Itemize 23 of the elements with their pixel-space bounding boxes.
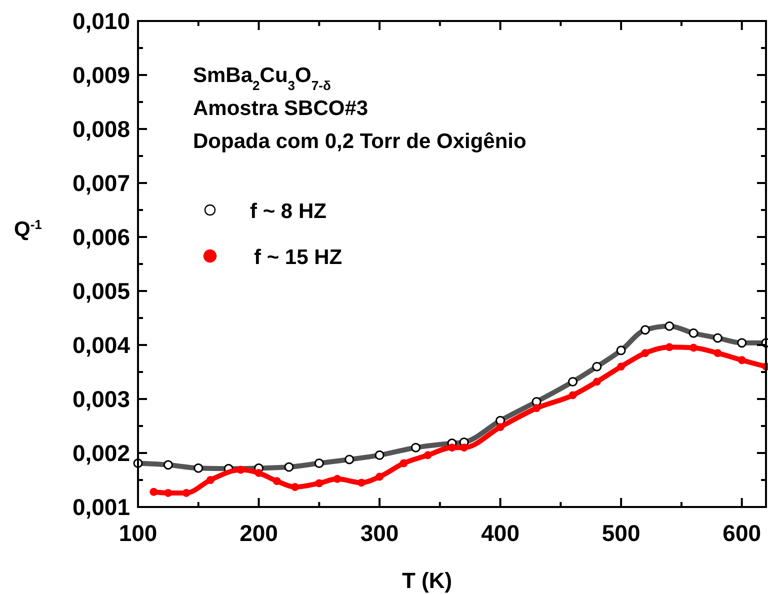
y-tick-label: 0,008 [72,116,130,142]
y-tick-label: 0,001 [72,494,130,520]
y-tick-label: 0,003 [72,386,130,412]
x-axis-title: T (K) [402,568,452,593]
x-tick-label: 400 [481,520,520,546]
x-tick-label: 300 [360,520,399,546]
x-tick-label: 200 [240,520,278,546]
y-tick-label: 0,004 [72,332,130,358]
y-tick-label: 0,005 [72,278,130,304]
legend-label: f ~ 8 HZ [250,200,327,223]
y-axis-title: Q$^{-1}$ [14,216,42,241]
y-tick-label: 0,002 [72,440,130,466]
y-tick-label: 0,010 [72,8,130,34]
y-tick-label: 0,007 [72,170,130,196]
annotation: SmBa$_{2}$Cu$_{3}$O$_{7-δ}$ [193,64,331,92]
x-tick-label: 500 [602,520,640,546]
y-tick-label: 0,009 [72,62,130,88]
x-tick-label: 100 [118,520,158,546]
annotation: Amostra SBCO#3 [193,97,368,120]
x-tick-label: 600 [722,520,762,546]
y-tick-label: 0,006 [72,224,130,250]
legend-label: f ~ 15 HZ [254,246,342,269]
annotation: Dopada com 0,2 Torr de Oxigênio [193,130,526,153]
